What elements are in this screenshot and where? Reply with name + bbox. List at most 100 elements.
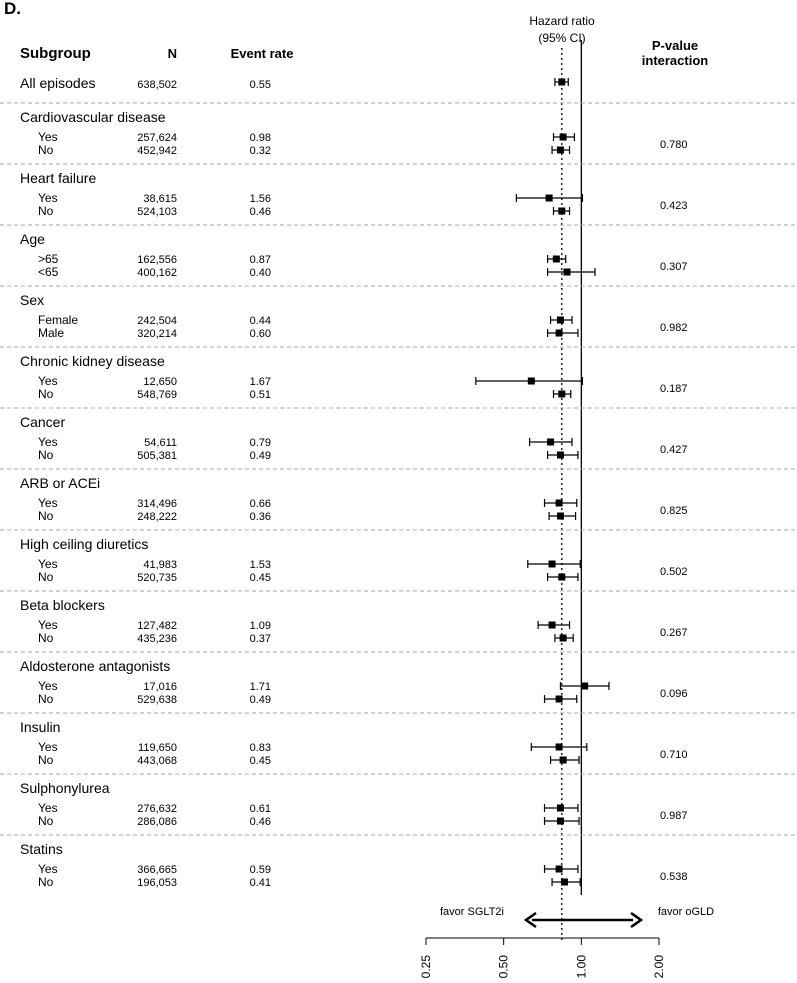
p-interaction-value: 0.427 xyxy=(660,444,688,456)
row-event-rate: 0.51 xyxy=(250,389,271,401)
row-hazard-ratio-point xyxy=(547,438,555,446)
row-label: Yes xyxy=(38,496,58,510)
row-hazard-ratio-point xyxy=(558,207,566,215)
row-n: 276,632 xyxy=(137,803,177,815)
row-event-rate: 0.44 xyxy=(250,315,271,327)
row-n: 119,650 xyxy=(138,742,177,754)
row-event-rate: 0.61 xyxy=(250,803,271,815)
row-event-rate: 0.46 xyxy=(250,816,271,828)
subgroup-title: Sex xyxy=(20,292,44,308)
row-event-rate: 0.49 xyxy=(250,450,271,462)
row-n: 242,504 xyxy=(137,315,177,327)
row-n: 366,665 xyxy=(137,864,177,876)
subgroup-title: Beta blockers xyxy=(20,597,105,613)
row-hazard-ratio-point xyxy=(556,512,564,520)
p-interaction-value: 0.982 xyxy=(660,322,688,334)
row-label: Yes xyxy=(38,374,58,388)
row-event-rate: 0.83 xyxy=(250,742,271,754)
p-interaction-value: 0.780 xyxy=(660,139,688,151)
row-n: 520,735 xyxy=(137,572,177,584)
overall-point xyxy=(558,78,566,86)
header-interaction: interaction xyxy=(642,53,709,68)
row-event-rate: 0.36 xyxy=(250,511,271,523)
favor-right-label: favor oGLD xyxy=(658,906,714,918)
row-label: No xyxy=(38,875,54,889)
row-hazard-ratio-point xyxy=(555,743,563,751)
p-interaction-value: 0.987 xyxy=(660,810,688,822)
x-axis-tick-label: 0.50 xyxy=(497,955,511,979)
row-event-rate: 1.56 xyxy=(250,193,271,205)
row-event-rate: 0.49 xyxy=(250,694,271,706)
overall-label: All episodes xyxy=(20,75,96,91)
subgroup-title: High ceiling diuretics xyxy=(20,536,148,552)
row-event-rate: 0.60 xyxy=(250,328,271,340)
row-hazard-ratio-point xyxy=(555,695,563,703)
favor-left-arrowhead xyxy=(523,911,537,929)
subgroup-title: Insulin xyxy=(20,719,60,735)
x-axis-tick-label: 0.25 xyxy=(419,955,433,979)
row-event-rate: 0.41 xyxy=(250,877,271,889)
header-event-rate: Event rate xyxy=(231,46,294,61)
row-n: 54,611 xyxy=(144,437,177,449)
subgroup-title: Heart failure xyxy=(20,170,96,186)
row-hazard-ratio-point xyxy=(560,878,568,886)
row-label: No xyxy=(38,509,54,523)
row-hazard-ratio-point xyxy=(527,377,535,385)
row-n: 127,482 xyxy=(137,620,177,632)
row-n: 162,556 xyxy=(137,254,177,266)
row-label: Yes xyxy=(38,679,58,693)
subgroup-title: Age xyxy=(20,231,45,247)
row-hazard-ratio-point xyxy=(556,316,564,324)
favor-right-arrowhead xyxy=(630,911,644,929)
row-event-rate: 0.40 xyxy=(250,267,271,279)
row-event-rate: 0.98 xyxy=(250,132,271,144)
row-hazard-ratio-point xyxy=(559,634,567,642)
row-event-rate: 0.32 xyxy=(250,145,271,157)
row-label: <65 xyxy=(38,265,59,279)
row-label: Yes xyxy=(38,130,58,144)
subgroup-title: Cancer xyxy=(20,414,65,430)
row-hazard-ratio-point xyxy=(558,390,566,398)
row-hazard-ratio-point xyxy=(548,621,556,629)
row-event-rate: 0.45 xyxy=(250,572,271,584)
header-n: N xyxy=(168,46,177,61)
row-n: 529,638 xyxy=(137,694,177,706)
row-label: Yes xyxy=(38,191,58,205)
row-label: No xyxy=(38,753,54,767)
row-event-rate: 0.59 xyxy=(250,864,271,876)
row-event-rate: 1.53 xyxy=(250,559,271,571)
row-label: No xyxy=(38,814,54,828)
row-event-rate: 1.67 xyxy=(250,376,271,388)
row-n: 248,222 xyxy=(137,511,177,523)
row-n: 505,381 xyxy=(137,450,177,462)
row-hazard-ratio-point xyxy=(548,560,556,568)
row-hazard-ratio-point xyxy=(581,682,589,690)
row-event-rate: 0.46 xyxy=(250,206,271,218)
row-event-rate: 0.66 xyxy=(250,498,271,510)
row-n: 17,016 xyxy=(143,681,177,693)
p-interaction-value: 0.267 xyxy=(660,627,688,639)
subgroup-title: Chronic kidney disease xyxy=(20,353,165,369)
row-label: No xyxy=(38,631,54,645)
row-hazard-ratio-point xyxy=(555,329,563,337)
subgroup-title: Sulphonylurea xyxy=(20,780,110,796)
header-subgroup: Subgroup xyxy=(20,45,91,62)
row-n: 286,086 xyxy=(137,816,177,828)
row-n: 400,162 xyxy=(137,267,177,279)
row-n: 196,053 xyxy=(137,877,177,889)
p-interaction-value: 0.307 xyxy=(660,261,688,273)
row-hazard-ratio-point xyxy=(545,194,553,202)
subgroup-title: ARB or ACEi xyxy=(20,475,100,491)
row-n: 314,496 xyxy=(137,498,177,510)
row-event-rate: 0.45 xyxy=(250,755,271,767)
row-label: Male xyxy=(38,326,64,340)
subgroup-title: Aldosterone antagonists xyxy=(20,658,170,674)
favor-left-label: favor SGLT2i xyxy=(440,906,504,918)
row-hazard-ratio-point xyxy=(558,573,566,581)
p-interaction-value: 0.096 xyxy=(660,688,688,700)
row-n: 12,650 xyxy=(143,376,177,388)
row-n: 452,942 xyxy=(137,145,177,157)
row-hazard-ratio-point xyxy=(555,865,563,873)
row-label: No xyxy=(38,448,54,462)
